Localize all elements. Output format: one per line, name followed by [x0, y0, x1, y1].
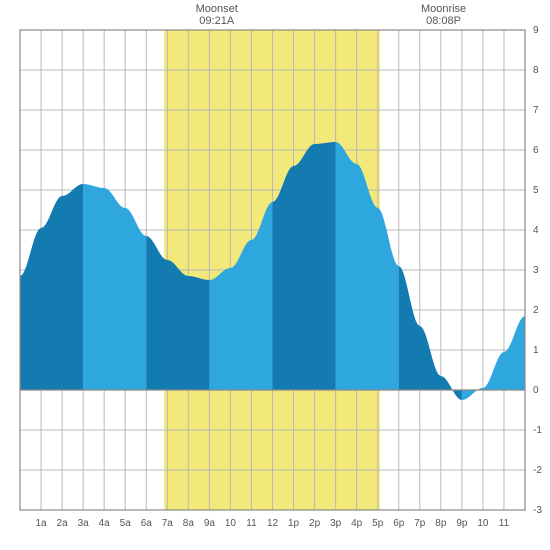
svg-text:4a: 4a — [99, 518, 111, 529]
svg-text:8a: 8a — [183, 518, 195, 529]
svg-text:4p: 4p — [351, 518, 363, 529]
svg-text:3: 3 — [533, 265, 539, 276]
svg-text:1a: 1a — [35, 518, 47, 529]
svg-text:5a: 5a — [120, 518, 132, 529]
svg-text:9a: 9a — [204, 518, 216, 529]
svg-text:9p: 9p — [456, 518, 468, 529]
svg-text:2a: 2a — [57, 518, 69, 529]
svg-text:5p: 5p — [372, 518, 384, 529]
svg-text:10: 10 — [477, 518, 489, 529]
tide-chart: 1a2a3a4a5a6a7a8a9a1011121p2p3p4p5p6p7p8p… — [0, 0, 550, 550]
svg-text:11: 11 — [499, 518, 510, 529]
svg-text:8p: 8p — [435, 518, 447, 529]
svg-text:1: 1 — [533, 345, 539, 356]
svg-text:0: 0 — [533, 385, 539, 396]
svg-text:5: 5 — [533, 185, 539, 196]
moonrise-label: Moonrise — [421, 3, 466, 15]
svg-text:6a: 6a — [141, 518, 153, 529]
chart-svg: 1a2a3a4a5a6a7a8a9a1011121p2p3p4p5p6p7p8p… — [0, 0, 550, 550]
moonset-time: 09:21A — [199, 15, 234, 27]
svg-text:2p: 2p — [309, 518, 321, 529]
svg-text:8: 8 — [533, 65, 539, 76]
svg-text:2: 2 — [533, 305, 539, 316]
svg-text:-1: -1 — [533, 425, 542, 436]
svg-text:10: 10 — [225, 518, 237, 529]
svg-text:9: 9 — [533, 25, 539, 36]
svg-text:1p: 1p — [288, 518, 300, 529]
svg-text:7: 7 — [533, 105, 539, 116]
svg-text:-3: -3 — [533, 505, 542, 516]
moonset-annotation: Moonset 09:21A — [187, 3, 247, 27]
moonrise-time: 08:08P — [426, 15, 461, 27]
svg-text:7a: 7a — [162, 518, 174, 529]
svg-text:4: 4 — [533, 225, 539, 236]
svg-text:3p: 3p — [330, 518, 342, 529]
svg-text:-2: -2 — [533, 465, 542, 476]
svg-text:12: 12 — [267, 518, 279, 529]
moonrise-annotation: Moonrise 08:08P — [414, 3, 474, 27]
svg-text:6p: 6p — [393, 518, 405, 529]
svg-text:7p: 7p — [414, 518, 426, 529]
svg-text:3a: 3a — [78, 518, 90, 529]
svg-text:6: 6 — [533, 145, 539, 156]
svg-text:11: 11 — [246, 518, 257, 529]
moonset-label: Moonset — [196, 3, 238, 15]
